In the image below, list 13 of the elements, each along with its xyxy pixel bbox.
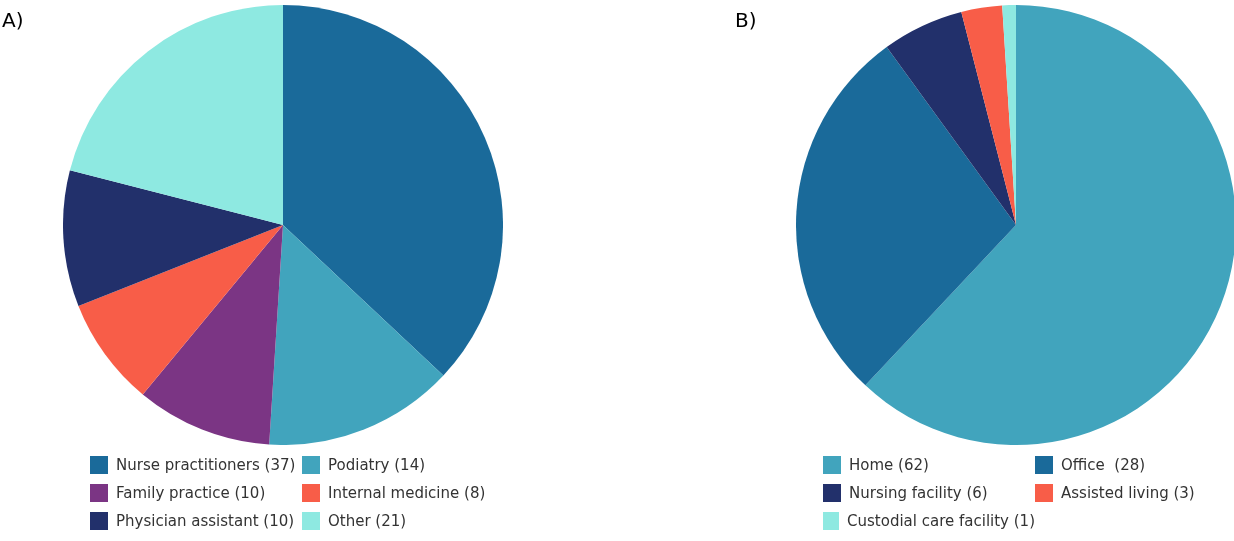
legend-label: Family practice (10) <box>116 484 266 502</box>
legend-label: Other (21) <box>328 512 407 530</box>
chart-title: A) <box>2 8 24 32</box>
legend-label: Custodial care facility (1) <box>847 512 1035 530</box>
legend-label: Office (28) <box>1061 456 1146 474</box>
legend-label: Nurse practitioners (37) <box>116 456 296 474</box>
chart-title: B) <box>735 8 757 32</box>
legend-label: Nursing facility (6) <box>849 484 988 502</box>
legend-label: Home (62) <box>849 456 929 474</box>
legend-label: Internal medicine (8) <box>328 484 486 502</box>
legend-label: Assisted living (3) <box>1061 484 1195 502</box>
legend-label: Podiatry (14) <box>328 456 426 474</box>
legend-label: Physician assistant (10) <box>116 512 295 530</box>
